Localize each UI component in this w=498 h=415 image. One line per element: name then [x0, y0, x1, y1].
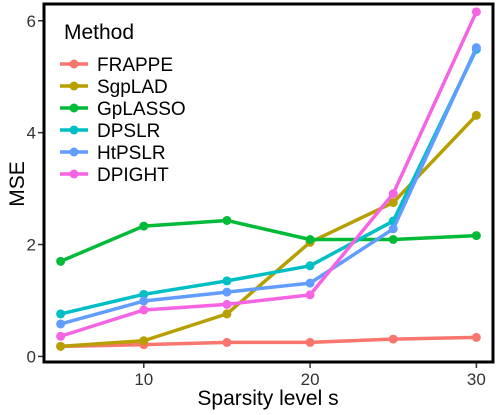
data-point — [139, 336, 149, 346]
legend-key-point — [69, 147, 79, 157]
x-tick-label: 10 — [134, 370, 153, 389]
data-point — [471, 7, 481, 17]
data-point — [305, 278, 315, 288]
data-point — [139, 305, 149, 315]
legend-label: GpLASSO — [97, 99, 186, 120]
series-line — [58, 113, 479, 349]
data-point — [222, 337, 232, 347]
legend-key-point — [69, 125, 79, 135]
series-gplasso — [56, 215, 481, 266]
legend-label: FRAPPE — [97, 55, 173, 76]
y-tick-label: 2 — [27, 236, 36, 255]
legend-label: DPSLR — [97, 121, 160, 142]
legend-item: HtPSLR — [60, 143, 166, 164]
x-tick-label: 20 — [301, 370, 320, 389]
data-point — [471, 332, 481, 342]
data-point — [388, 189, 398, 199]
legend-label: DPIGHT — [97, 165, 169, 186]
axes: 10 20 30 0 2 4 6 — [27, 12, 486, 389]
data-point — [305, 290, 315, 300]
x-tick-label: 30 — [467, 370, 486, 389]
data-point — [471, 110, 481, 120]
data-point — [56, 331, 66, 341]
series-layer — [56, 7, 481, 351]
series-line — [58, 218, 479, 264]
data-point — [471, 231, 481, 241]
legend-key-point — [69, 59, 79, 69]
legend-key-point — [69, 169, 79, 179]
plot-border — [42, 2, 495, 364]
legend: Method FRAPPESgpLADGpLASSODPSLRHtPSLRDPI… — [60, 21, 186, 186]
data-point — [388, 334, 398, 344]
legend-item: SgpLAD — [60, 77, 168, 98]
data-point — [222, 215, 232, 225]
data-point — [305, 261, 315, 271]
plot-panel — [42, 2, 495, 364]
series-line — [58, 10, 479, 339]
series-htpslr — [56, 43, 481, 329]
data-point — [388, 234, 398, 244]
data-point — [305, 337, 315, 347]
data-point — [56, 341, 66, 351]
data-point — [56, 319, 66, 329]
legend-key-point — [69, 103, 79, 113]
data-point — [56, 256, 66, 266]
data-point — [388, 198, 398, 208]
x-axis-title: Sparsity level s — [197, 387, 338, 410]
data-point — [222, 299, 232, 309]
y-axis-title: MSE — [6, 161, 29, 207]
legend-title: Method — [64, 21, 134, 44]
data-point — [222, 309, 232, 319]
data-point — [139, 296, 149, 306]
data-point — [139, 289, 149, 299]
series-line — [58, 47, 479, 316]
data-point — [222, 276, 232, 286]
series-line — [58, 45, 479, 326]
series-line — [58, 335, 479, 349]
data-point — [222, 287, 232, 297]
y-tick-label: 4 — [27, 124, 36, 143]
legend-item: DPSLR — [60, 121, 160, 142]
y-tick-label: 6 — [27, 12, 36, 31]
data-point — [56, 309, 66, 319]
series-dpight — [56, 7, 481, 341]
legend-key-point — [69, 81, 79, 91]
y-tick-label: 0 — [27, 347, 36, 366]
data-point — [388, 224, 398, 234]
legend-label: SgpLAD — [97, 77, 168, 98]
legend-item: GpLASSO — [60, 99, 186, 120]
legend-label: HtPSLR — [97, 143, 166, 164]
data-point — [305, 234, 315, 244]
data-point — [139, 221, 149, 231]
legend-item: DPIGHT — [60, 165, 169, 186]
legend-item: FRAPPE — [60, 55, 173, 76]
series-frappe — [56, 332, 481, 351]
data-point — [471, 43, 481, 53]
